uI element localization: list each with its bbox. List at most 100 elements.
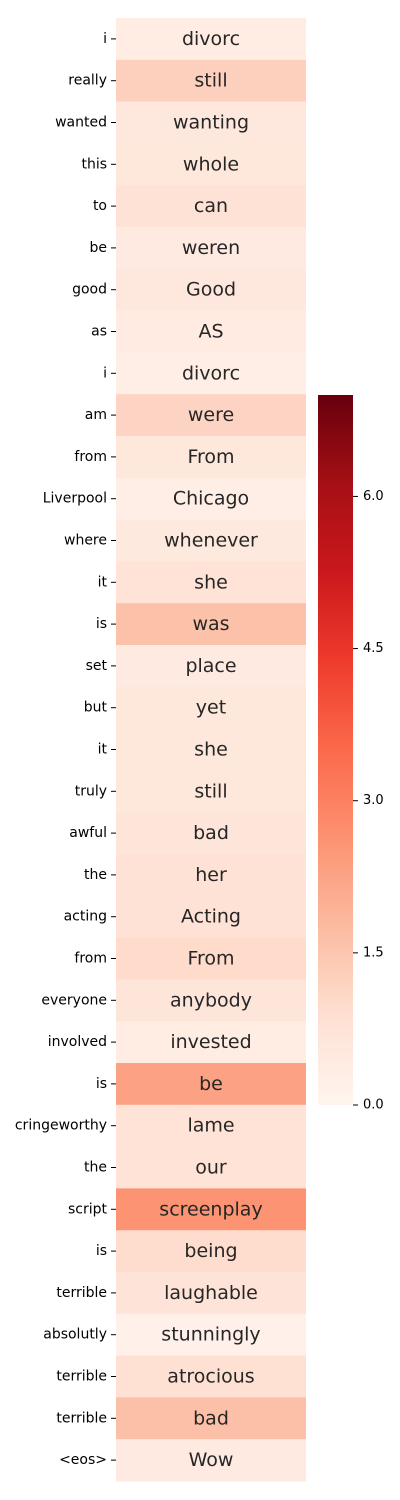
row-label: it [98,742,108,758]
cell-text: divorc [182,362,240,384]
row-label: i [103,365,107,381]
row-label: to [93,198,107,214]
heatmap-cell [116,1021,306,1064]
heatmap-cell [116,18,306,61]
cell-text: whole [183,153,239,175]
heatmap-cell [116,561,306,604]
row-label: is [96,1243,107,1259]
cell-text: wanting [173,112,249,134]
heatmap-cell [116,268,306,312]
row-label: cringeworthy [15,1118,107,1134]
heatmap-cell [116,519,306,562]
row-labels: i really wanted this to be good as i am from Liverp… [15,31,116,1468]
cell-text: our [195,1157,227,1179]
row-label: where [64,533,107,549]
cell-text: Wow [189,1449,234,1471]
row-label: the [84,867,107,883]
row-label: from [74,449,107,465]
heatmap-cell [116,1230,306,1273]
heatmap-cell [116,1272,306,1315]
row-label: truly [75,783,107,799]
row-label: terrible [56,1285,107,1301]
cell-text: Good [186,279,236,301]
heatmap-cell [116,854,306,897]
row-label: wanted [55,115,107,131]
heatmap-cell [116,1439,306,1482]
cell-text: can [194,195,228,217]
heatmap-cell [116,686,306,730]
cell-text: place [185,655,236,677]
colorbar-tick-label: 3.0 [363,793,384,808]
row-label: awful [69,825,107,841]
cell-text: weren [182,237,240,259]
cell-text: anybody [170,989,252,1011]
heatmap-cell [116,436,306,479]
cell-text: stunningly [161,1324,260,1346]
colorbar-tick-label: 4.5 [363,641,384,656]
heatmap-cell [116,1146,306,1189]
cell-text: divorc [182,28,240,50]
cell-text: be [199,1073,223,1095]
row-label: involved [48,1034,107,1050]
row-label: be [90,240,108,256]
row-label: it [98,574,108,590]
cell-text: bad [193,822,229,844]
row-label: terrible [56,1369,107,1385]
row-label: i [103,31,107,47]
cell-text: yet [196,697,226,719]
cell-text: whenever [164,530,258,552]
row-label: is [96,616,107,632]
heatmap-cell [116,1063,306,1106]
row-label: set [86,658,108,674]
heatmap-cell [116,937,306,980]
row-label: really [68,73,107,89]
cell-text: still [194,780,227,802]
cell-text: screenplay [159,1198,262,1220]
colorbar: 0.0 1.5 3.0 4.5 6.0 [318,395,384,1113]
heatmap-cell [116,352,306,395]
row-label: terrible [56,1410,107,1426]
heatmap-cell [116,101,306,144]
row-label: acting [64,909,107,925]
colorbar-gradient [318,395,353,1105]
heatmap-cell [116,227,306,270]
heatmap-cell [116,1188,306,1231]
heatmap-cell [116,728,306,771]
cell-text: From [187,446,234,468]
row-label: <eos> [59,1452,107,1468]
heatmap-cell [116,812,306,855]
cell-text: still [194,70,227,92]
heatmap-cell [116,310,306,353]
row-label: but [84,700,108,716]
heatmap-cells: divorc still wanting whole can weren Good AS div… [116,18,306,1482]
cell-text: was [192,613,229,635]
colorbar-tick-label: 0.0 [363,1098,384,1113]
heatmap-cell [116,477,306,521]
colorbar-tick-label: 1.5 [363,945,384,960]
cell-text: AS [198,321,223,343]
cell-text: laughable [164,1282,258,1304]
cell-text: From [187,948,234,970]
cell-text: were [188,404,234,426]
cell-text: atrocious [167,1366,254,1388]
cell-text: she [194,739,228,761]
cell-text: Chicago [173,488,249,510]
cell-text: bad [193,1407,229,1429]
heatmap-cell [116,1313,306,1357]
row-label: everyone [41,992,107,1008]
heatmap-cell [116,645,306,688]
cell-text: invested [170,1031,251,1053]
cell-text: she [194,571,228,593]
row-label: as [91,324,107,340]
row-label: Liverpool [43,491,107,507]
heatmap-cell [116,59,306,103]
colorbar-ticks: 0.0 1.5 3.0 4.5 6.0 [353,489,384,1113]
cell-text: Acting [181,906,241,928]
heatmap-cell [116,770,306,813]
cell-text: her [195,864,227,886]
heatmap-cell [116,895,306,939]
row-label: from [74,951,107,967]
heatmap-cell [116,1355,306,1398]
colorbar-tick-label: 6.0 [363,489,384,504]
